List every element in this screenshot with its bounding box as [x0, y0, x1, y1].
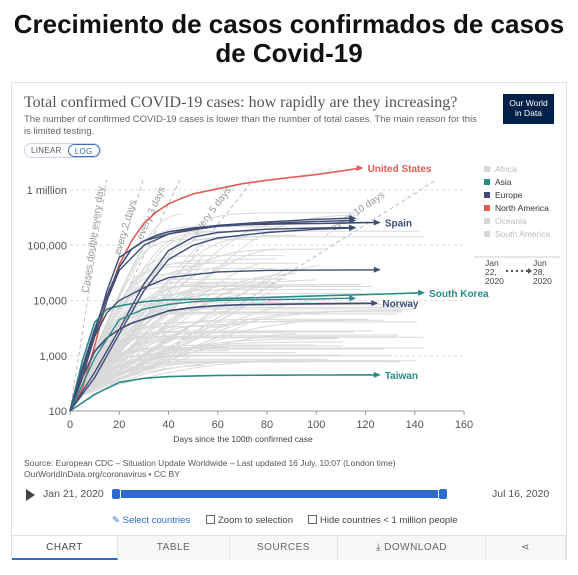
source-note: Source: European CDC – Situation Update … — [24, 458, 544, 479]
chart-title: Total confirmed COVID-19 cases: how rapi… — [24, 94, 458, 111]
tab-download[interactable]: ⤓ DOWNLOAD — [338, 536, 486, 560]
tab-share[interactable]: ⋖ — [486, 536, 566, 560]
logo-line-2: in Data — [515, 108, 542, 118]
timeline-start-label: Jan 21, 2020 — [43, 488, 104, 500]
source-line-2: OurWorldInData.org/coronavirus • CC BY — [24, 468, 180, 479]
chart-subtitle: The number of confirmed COVID-19 cases i… — [24, 114, 477, 137]
scale-linear-button[interactable]: LINEAR — [31, 146, 62, 155]
chart-controls: ✎ Select countries Zoom to selection Hid… — [112, 515, 532, 529]
tab-chart[interactable]: CHART — [12, 536, 118, 560]
timeline-end-handle[interactable] — [438, 488, 449, 500]
source-line-1: Source: European CDC – Situation Update … — [24, 458, 396, 468]
scale-log-button[interactable]: LOG — [67, 144, 100, 157]
timeline-start-handle[interactable] — [111, 488, 121, 500]
hide-small-countries-option[interactable]: Hide countries < 1 million people — [308, 515, 458, 526]
zoom-to-selection-option[interactable]: Zoom to selection — [206, 515, 293, 526]
tab-bar: CHART TABLE SOURCES ⤓ DOWNLOAD ⋖ — [12, 535, 566, 560]
tab-sources[interactable]: SOURCES — [230, 536, 338, 560]
tab-table[interactable]: TABLE — [118, 536, 230, 560]
pencil-icon: ✎ — [112, 515, 120, 526]
play-icon[interactable] — [26, 489, 35, 501]
timeline-range-fill — [116, 490, 444, 498]
tab-download-label: DOWNLOAD — [384, 542, 448, 553]
zoom-label: Zoom to selection — [218, 515, 293, 526]
owid-logo[interactable]: Our World in Data — [503, 94, 554, 124]
logo-line-1: Our World — [509, 98, 548, 108]
select-countries-label: Select countries — [122, 515, 191, 526]
timeline-end-label: Jul 16, 2020 — [492, 488, 550, 500]
hide-countries-checkbox[interactable] — [308, 515, 317, 524]
share-icon: ⋖ — [521, 542, 530, 553]
scale-toggle[interactable]: LINEAR LOG — [24, 143, 101, 158]
timeline: Jan 21, 2020 Jul 16, 2020 — [24, 486, 560, 504]
page-heading: Crecimiento de casos confirmados de caso… — [13, 9, 565, 68]
hide-countries-label: Hide countries < 1 million people — [320, 515, 458, 526]
zoom-checkbox[interactable] — [206, 515, 215, 524]
select-countries-link[interactable]: ✎ Select countries — [112, 515, 190, 526]
timeline-slider[interactable] — [111, 488, 449, 500]
download-icon: ⤓ — [375, 542, 385, 553]
